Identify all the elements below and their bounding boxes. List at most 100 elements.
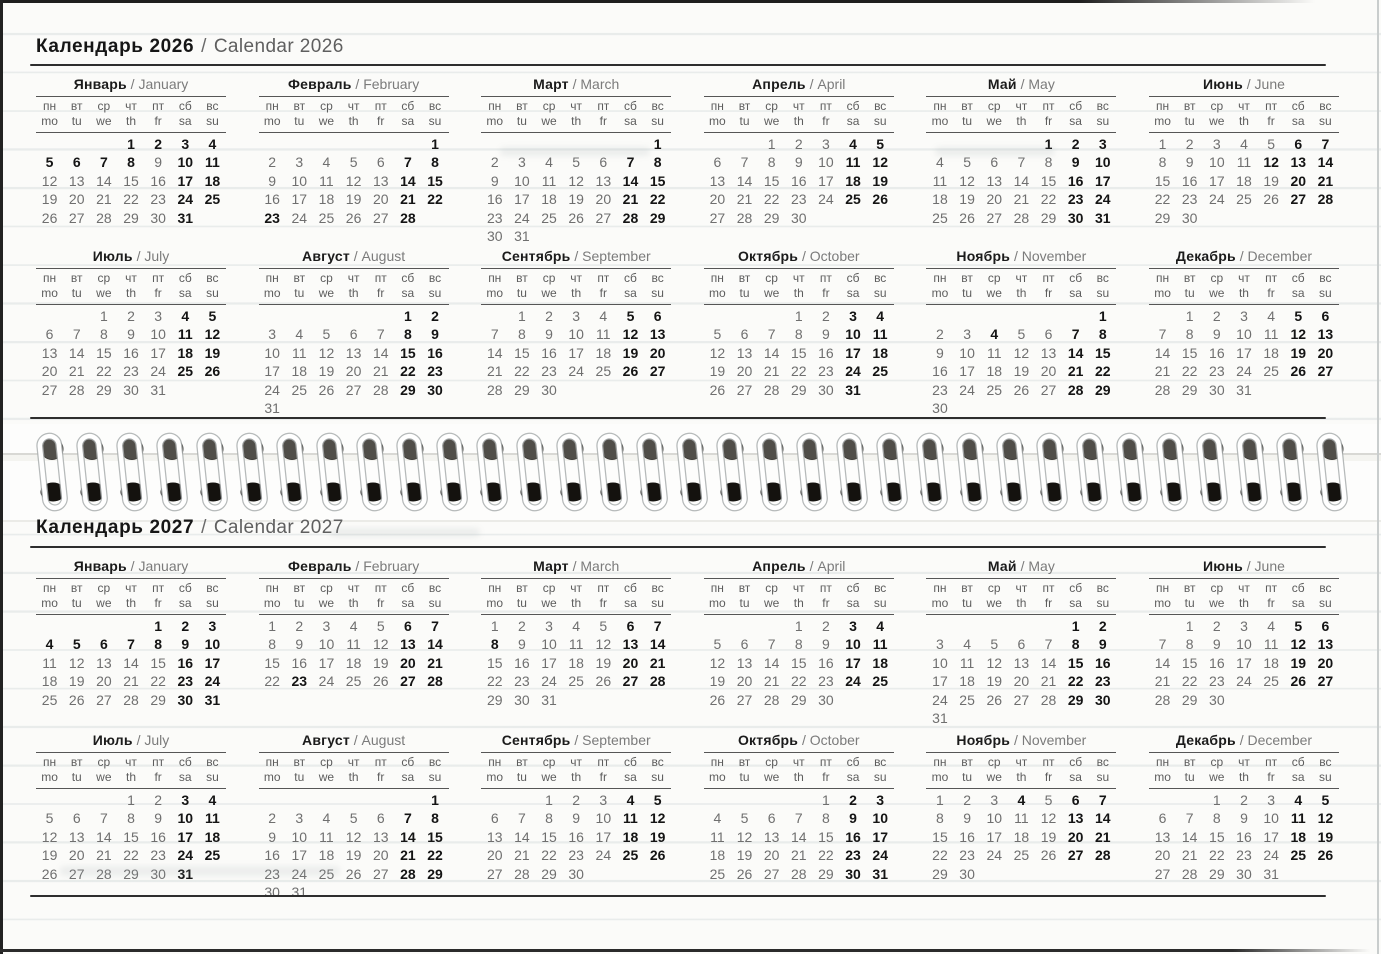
- date-cell: 24: [514, 209, 530, 226]
- date-cell: 6: [403, 618, 412, 634]
- date-cell: 6: [713, 154, 722, 171]
- date-cell: 21: [123, 673, 139, 690]
- date-cell: 18: [177, 344, 194, 361]
- date-cell: 11: [623, 810, 638, 827]
- date-cell: 18: [845, 172, 861, 189]
- date-cell: 28: [96, 209, 112, 226]
- date-cell: 16: [291, 654, 308, 671]
- date-grid: 1 2 3 4 5 6 7 8 9 10 11 12 13 14 15 16 17 18 19 20 21 22 23 24 2…: [481, 791, 671, 883]
- weekday-ru: чт: [1238, 755, 1250, 769]
- month-2027-january: Январь / January пн вт ср чт пт сб вс mo tu we th fr…: [36, 558, 226, 709]
- date-cell: 19: [68, 673, 85, 690]
- date-cell: 20: [372, 847, 389, 864]
- date-cell: 4: [626, 792, 635, 808]
- date-cell: 18: [568, 654, 584, 671]
- date-cell: 9: [1071, 154, 1080, 171]
- date-cell: 11: [177, 326, 193, 343]
- date-cell: 22: [150, 673, 166, 690]
- date-cell: 6: [99, 636, 108, 653]
- date-cell: 20: [622, 654, 639, 671]
- date-cell: 13: [763, 828, 780, 845]
- date-cell: 9: [936, 344, 944, 361]
- date-grid: 1 2 3 4 5 6 7 8 9 10 11 12 13 14 15 16 17 18 19 20 21 22 23 24 2…: [704, 135, 894, 227]
- empty-cell: [63, 307, 90, 325]
- weekday-ru: сб: [1291, 271, 1305, 285]
- date-cell: 15: [818, 828, 834, 845]
- weekday-header: пн вт ср чт пт сб вс mo tu we th fr sa su: [481, 96, 672, 133]
- weekday-en: we: [763, 596, 780, 610]
- empty-cell: [758, 307, 785, 325]
- date-cell: 17: [1095, 172, 1111, 189]
- empty-cell: [535, 135, 562, 153]
- section-divider-top-2027: [30, 546, 1326, 548]
- weekday-en: fr: [822, 770, 830, 784]
- date-cell: 5: [713, 636, 722, 653]
- weekday-en: th: [793, 596, 804, 610]
- date-cell: 14: [486, 344, 503, 361]
- weekday-ru: пт: [597, 581, 610, 595]
- date-cell: 28: [123, 691, 139, 708]
- weekday-ru: сб: [624, 99, 637, 113]
- month-2027-september: Сентябрь / September пн вт ср чт пт сб вс mo tu we…: [481, 732, 672, 883]
- weekday-en: tu: [71, 114, 82, 128]
- date-cell: 15: [96, 344, 112, 361]
- date-cell: 14: [763, 344, 780, 361]
- date-cell: 6: [376, 154, 385, 171]
- date-cell: 3: [518, 154, 526, 171]
- weekday-en: th: [793, 770, 804, 784]
- date-cell: 10: [1236, 636, 1252, 653]
- date-grid: 1 2 3 4 5 6 7 8 9 10 11 12 13 14 15 16 17 18 19 20 21 22 23 24 2…: [481, 307, 671, 399]
- date-cell: 29: [790, 381, 807, 398]
- weekday-ru: сб: [178, 581, 192, 595]
- weekday-en: we: [96, 596, 112, 610]
- date-grid: 1 2 3 4 5 6 7 8 9 10 11 12 13 14 15 16 17 18 19 20 21 22 23 24 2…: [704, 791, 894, 883]
- date-cell: 27: [1040, 381, 1057, 398]
- date-cell: 12: [345, 828, 362, 845]
- date-cell: 19: [649, 828, 666, 845]
- date-cell: 16: [790, 172, 807, 189]
- date-cell: 3: [322, 618, 331, 634]
- date-cell: 22: [123, 847, 139, 864]
- months-grid-2026: Январь / January пн вт ср чт пт сб вс mo tu we th fr…: [36, 76, 1339, 420]
- date-cell: 1: [794, 308, 803, 324]
- weekday-ru: чт: [792, 271, 805, 285]
- weekday-en: mo: [263, 286, 281, 300]
- date-cell: 18: [1263, 344, 1279, 361]
- date-cell: 18: [345, 654, 362, 671]
- date-cell: 5: [876, 136, 885, 152]
- weekday-ru: сб: [1291, 99, 1305, 113]
- date-cell: 14: [736, 172, 753, 189]
- date-cell: 11: [541, 172, 557, 189]
- date-cell: 11: [959, 654, 975, 671]
- date-cell: 12: [41, 828, 58, 845]
- date-cell: 16: [264, 191, 280, 208]
- weekday-ru: сб: [401, 581, 415, 595]
- date-cell: 17: [845, 344, 861, 361]
- empty-cell: [90, 617, 117, 635]
- weekday-header: пн вт ср чт пт сб вс mo tu we th fr sa su: [1148, 752, 1339, 789]
- weekday-ru: ср: [1210, 99, 1224, 113]
- date-cell: 17: [1236, 344, 1252, 361]
- date-cell: 7: [626, 154, 635, 171]
- date-cell: 20: [400, 654, 416, 671]
- weekday-ru: пн: [710, 99, 724, 113]
- date-cell: 13: [345, 344, 362, 361]
- date-cell: 30: [1209, 691, 1225, 708]
- date-cell: 29: [763, 209, 780, 226]
- weekday-ru: пт: [374, 271, 387, 285]
- date-cell: 17: [595, 828, 612, 845]
- date-cell: 25: [872, 363, 888, 380]
- date-cell: 11: [1236, 154, 1252, 171]
- weekday-ru: сб: [1069, 755, 1083, 769]
- date-cell: 24: [264, 381, 280, 398]
- empty-cell: [90, 791, 117, 809]
- month-title: Февраль / February: [287, 76, 420, 92]
- weekday-en: we: [541, 114, 557, 128]
- date-cell: 8: [518, 326, 526, 343]
- date-cell: 31: [204, 691, 221, 708]
- date-cell: 9: [1240, 810, 1248, 827]
- date-cell: 28: [486, 381, 503, 398]
- weekday-en: sa: [401, 286, 415, 300]
- weekday-en: th: [1238, 286, 1249, 300]
- date-cell: 3: [876, 792, 885, 808]
